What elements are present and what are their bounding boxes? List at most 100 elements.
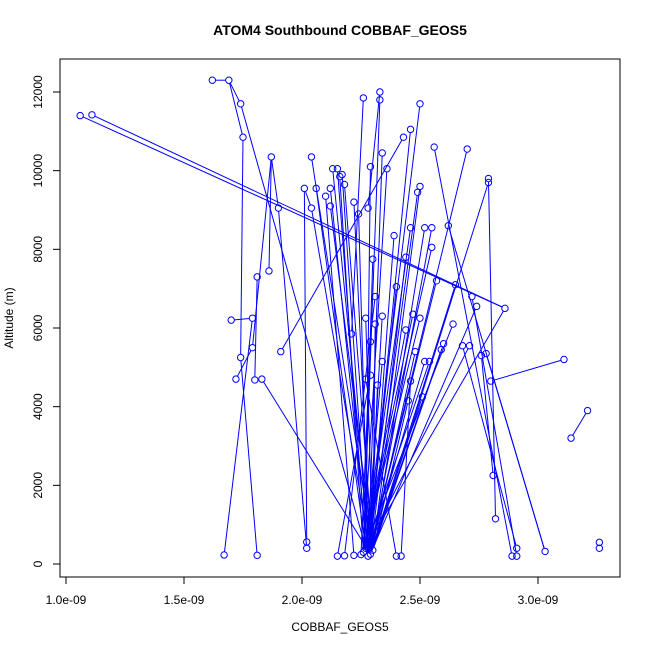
y-axis-label: Altitude (m)	[2, 287, 16, 348]
data-point	[411, 347, 419, 356]
data-point	[236, 100, 245, 108]
series-line-segment	[572, 413, 587, 436]
data-point	[489, 471, 497, 480]
data-point	[267, 153, 276, 161]
data-point	[541, 547, 549, 556]
data-point	[392, 552, 401, 560]
chart-title: ATOM4 Southbound COBBAF_GEOS5	[213, 22, 467, 38]
x-tick-label: 1.5e-09	[164, 593, 205, 607]
data-point	[484, 174, 493, 183]
series-line-segment	[241, 106, 368, 554]
series-line-segment	[316, 191, 366, 546]
data-point	[248, 343, 257, 352]
y-tick-label: 2000	[31, 472, 45, 499]
series-line-segment	[240, 140, 244, 355]
data-point	[501, 304, 509, 313]
series-line-segment	[344, 187, 374, 548]
data-point	[560, 355, 568, 364]
data-point	[491, 515, 500, 523]
data-point	[430, 143, 438, 151]
data-point	[251, 376, 259, 384]
data-point	[376, 96, 384, 104]
series-line-segment	[481, 358, 494, 473]
data-point	[326, 184, 335, 193]
data-point	[397, 552, 405, 560]
data-point	[336, 172, 344, 181]
data-point	[307, 153, 316, 161]
data-point	[378, 149, 386, 157]
series-line-segment	[351, 101, 364, 331]
y-tick-label: 10000	[31, 154, 45, 188]
data-point	[300, 184, 309, 193]
data-point	[513, 544, 521, 552]
series-line-segment	[462, 348, 517, 546]
data-point	[428, 243, 436, 252]
x-tick-label: 1.0e-09	[46, 593, 87, 607]
data-point	[472, 302, 481, 311]
series-line-segment	[373, 185, 488, 548]
data-point	[383, 165, 391, 173]
data-point	[406, 224, 415, 232]
data-point	[513, 552, 521, 560]
data-point	[340, 180, 349, 189]
series-line-segment	[368, 152, 467, 554]
data-point	[359, 94, 368, 102]
data-point	[312, 184, 320, 193]
data-point	[378, 357, 386, 366]
data-point	[328, 165, 337, 173]
data-point	[399, 133, 408, 141]
series-line-segment	[362, 103, 381, 550]
series-line-segment	[229, 83, 243, 135]
data-point	[236, 353, 245, 362]
data-point	[390, 231, 398, 240]
series-line-segment	[365, 106, 421, 546]
data-point	[347, 330, 356, 338]
series-line-segment	[94, 115, 503, 308]
series-line-segment	[370, 287, 455, 552]
data-point	[354, 210, 363, 218]
series-line-segment	[252, 160, 272, 345]
series-line-segment	[400, 384, 411, 553]
data-point	[406, 125, 415, 134]
data-point	[340, 552, 349, 560]
data-point	[239, 133, 247, 141]
data-point	[595, 538, 604, 547]
data-point	[362, 375, 370, 383]
data-point	[225, 76, 233, 84]
data-point	[364, 204, 372, 212]
series-lines	[82, 79, 587, 554]
series-line-segment	[82, 116, 503, 308]
data-point	[416, 182, 424, 191]
data-point	[362, 314, 370, 322]
data-point	[421, 224, 429, 232]
data-point	[465, 342, 474, 350]
data-point	[220, 551, 228, 559]
data-point	[418, 393, 427, 401]
series-line-segment	[303, 191, 308, 539]
series-line-segment	[434, 150, 512, 554]
data-point	[458, 342, 467, 350]
series-line-segment	[311, 211, 371, 552]
data-point	[484, 178, 493, 187]
x-tick-label: 2.0e-09	[282, 593, 323, 607]
series-markers	[76, 76, 604, 560]
data-point	[265, 267, 273, 275]
data-point	[373, 381, 382, 389]
x-axis: 1.0e-09 1.5e-09 2.0e-09 2.5e-09 3.0e-09	[46, 576, 559, 607]
data-point	[369, 546, 377, 554]
series-line-segment	[268, 160, 272, 268]
y-tick-label: 0	[31, 560, 45, 567]
data-point	[402, 253, 410, 261]
y-tick-label: 12000	[31, 75, 45, 109]
data-point	[366, 163, 375, 171]
data-point	[366, 371, 375, 379]
data-point	[425, 357, 434, 366]
data-point	[248, 314, 257, 322]
series-line-segment	[365, 364, 383, 546]
data-point	[439, 340, 448, 348]
data-point	[371, 292, 379, 301]
data-point	[357, 550, 365, 559]
data-point	[350, 198, 358, 206]
series-line-segment	[363, 171, 388, 550]
